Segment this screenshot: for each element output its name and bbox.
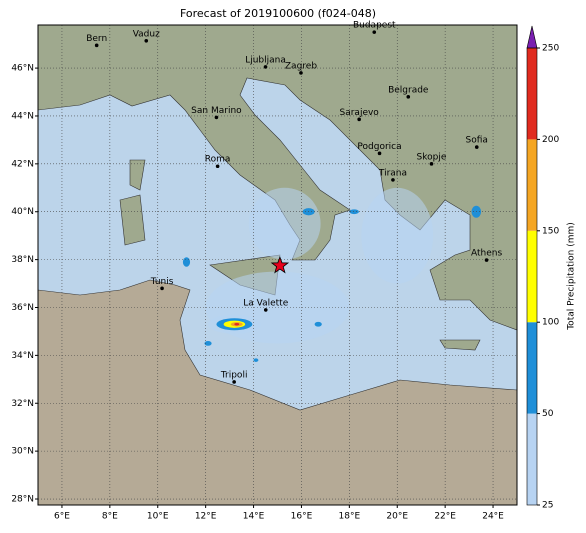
y-tick-label: 42°N [11, 159, 34, 169]
colorbar-tick-label: 250 [542, 44, 559, 54]
y-tick-label: 46°N [11, 64, 34, 74]
colorbar-extend [526, 25, 538, 49]
map-frame [37, 24, 518, 506]
y-tick-label: 36°N [11, 303, 34, 313]
city-label: Belgrade [388, 85, 429, 95]
city-label: Budapest [353, 21, 396, 31]
city-dot [214, 115, 219, 120]
city-label: Skopje [417, 152, 447, 162]
city-label: San Marino [191, 106, 242, 116]
y-tick-label: 30°N [11, 447, 34, 457]
precip-area [248, 187, 321, 260]
x-tick-label: 8°E [102, 512, 118, 522]
colorbar-segment [527, 139, 537, 231]
y-tick-label: 28°N [11, 495, 34, 505]
city-label: Tunis [150, 277, 174, 287]
precip-area [204, 341, 212, 346]
x-tick-label: 12°E [195, 512, 217, 522]
city-dot [299, 71, 303, 75]
land-corsica [129, 159, 146, 191]
city-dot [391, 178, 395, 182]
y-tick-label: 40°N [11, 207, 34, 217]
x-tick-label: 24°E [482, 512, 504, 522]
colorbar-tick-label: 150 [542, 226, 559, 236]
land-sardinia [119, 194, 146, 246]
colorbar-tick-label: 50 [542, 409, 554, 419]
y-tick-label: 32°N [11, 399, 34, 409]
colorbar-frame [526, 47, 538, 506]
city-dot [160, 286, 164, 291]
city-label: Tripoli [220, 370, 248, 380]
colorbar-segment [527, 48, 537, 140]
x-tick-label: 16°E [291, 512, 313, 522]
city-dot [474, 145, 479, 149]
city-label: Bern [86, 34, 107, 44]
precip-area [253, 358, 259, 362]
city-label: Podgorica [357, 142, 401, 152]
x-tick-label: 22°E [434, 512, 456, 522]
city-label: Ljubljana [245, 55, 286, 65]
city-dot [215, 164, 220, 169]
city-label: Athens [471, 249, 502, 259]
city-label: Sofia [466, 136, 488, 146]
city-dot [263, 65, 268, 69]
colorbar: 25 50 100 150 200 250 [526, 25, 559, 511]
colorbar-segment [527, 413, 537, 505]
x-tick-label: 6°E [54, 512, 70, 522]
map-title: Forecast of 2019100600 (f024-048) [180, 7, 376, 20]
colorbar-tick-label: 25 [542, 501, 553, 511]
axes: 6°E 8°E 10°E 12°E 14°E 16°E 18°E 20°E 22°E 24°E 28… [11, 64, 504, 522]
colorbar-tick-label: 100 [542, 318, 559, 328]
city-dot [357, 117, 361, 122]
city-dot [377, 151, 382, 156]
city-label: Vaduz [133, 29, 160, 39]
x-tick-label: 14°E [243, 512, 265, 522]
x-tick-label: 20°E [386, 512, 408, 522]
city-label: Tirana [378, 168, 407, 178]
location-star [270, 255, 290, 274]
y-tick-label: 44°N [11, 111, 34, 121]
city-dot [429, 162, 434, 166]
colorbar-label: Total Precipitation (mm) [567, 222, 577, 331]
colorbar-segment [527, 230, 537, 323]
city-label: La Valette [243, 298, 288, 308]
city-label: Sarajevo [340, 108, 380, 118]
y-tick-label: 38°N [11, 255, 34, 265]
city-dot [263, 308, 268, 312]
city-dot [94, 43, 99, 48]
city-dot [406, 95, 411, 99]
precipitation-layer [182, 187, 482, 362]
city-label: Roma [205, 155, 231, 165]
city-dot [372, 30, 377, 34]
precip-area [182, 257, 191, 267]
precip-area [314, 321, 322, 327]
y-tick-label: 34°N [11, 351, 34, 361]
city-dot [232, 380, 236, 384]
basemap [38, 25, 517, 505]
land-europe [38, 25, 517, 331]
precip-area [349, 209, 359, 215]
colorbar-segment [527, 322, 537, 414]
x-tick-label: 18°E [339, 512, 361, 522]
city-dot [484, 258, 489, 262]
precip-area [234, 323, 240, 326]
colorbar-tick-label: 200 [542, 135, 559, 145]
city-dot [144, 39, 149, 43]
graticule [38, 25, 517, 505]
land-crete [439, 339, 481, 351]
x-tick-label: 10°E [147, 512, 169, 522]
city-label: Zagreb [285, 61, 317, 71]
